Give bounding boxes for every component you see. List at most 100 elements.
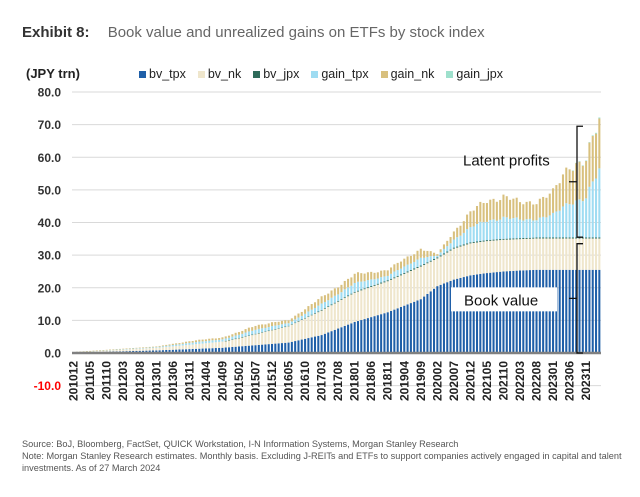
bar-segment-gain-tpx — [403, 266, 406, 273]
bar-segment-gain-nk — [555, 185, 558, 212]
exhibit-title: Book value and unrealized gains on ETFs … — [107, 24, 485, 41]
bar-segment-bv-nk — [492, 240, 495, 273]
bar-segment-bv-nk — [277, 328, 280, 344]
latent-profits-label: Latent profits — [463, 153, 550, 170]
bar-segment-gain-tpx — [555, 211, 558, 238]
bar-segment-gain-nk — [300, 311, 303, 316]
bar-segment-bv-jpx — [442, 253, 445, 255]
bar-segment-gain-nk — [548, 193, 551, 216]
bar-segment-bv-tpx — [175, 349, 178, 353]
bar-segment-gain-nk — [452, 231, 455, 240]
bar-segment-bv-tpx — [214, 348, 217, 353]
bar-segment-gain-nk — [327, 293, 330, 301]
bar-segment-bv-tpx — [277, 343, 280, 353]
bar-segment-bv-jpx — [515, 238, 518, 240]
bar-segment-gain-nk — [280, 320, 283, 325]
bar-segment-bv-nk — [363, 289, 366, 320]
bar-segment-gain-nk — [102, 350, 105, 351]
bar-segment-bv-tpx — [158, 350, 161, 353]
bar-segment-bv-nk — [247, 335, 250, 346]
bar-segment-bv-nk — [578, 238, 581, 270]
bar-segment-bv-nk — [297, 321, 300, 341]
bar-segment-gain-tpx — [393, 271, 396, 278]
bar-segment-gain-tpx — [244, 332, 247, 337]
bar-segment-bv-nk — [386, 281, 389, 313]
bar-segment-gain-tpx — [280, 324, 283, 328]
bar-segment-gain-nk — [228, 335, 231, 338]
bar-segment-bv-nk — [267, 330, 270, 345]
bar-segment-gain-tpx — [396, 270, 399, 276]
bar-segment-bv-tpx — [512, 270, 515, 353]
bar-segment-bv-tpx — [254, 345, 257, 353]
bar-segment-gain-nk — [532, 204, 535, 221]
bar-segment-gain-nk — [85, 351, 88, 352]
bar-segment-bv-tpx — [436, 286, 439, 353]
bar-segment-bv-tpx — [442, 283, 445, 353]
bar-segment-gain-nk — [578, 161, 581, 200]
y-tick-label: 70.0 — [38, 118, 62, 132]
bar-segment-bv-nk — [320, 310, 323, 336]
bar-segment-gain-nk — [360, 273, 363, 282]
bar-segment-bv-nk — [509, 239, 512, 272]
bar-segment-bv-nk — [330, 305, 333, 332]
bar-segment-bv-nk — [151, 347, 155, 351]
bar-segment-bv-tpx — [472, 274, 475, 353]
bar-segment-gain-nk — [274, 321, 277, 326]
bar-segment-bv-nk — [287, 326, 290, 343]
x-tick-label: 201806 — [364, 361, 378, 401]
bar-segment-bv-nk — [340, 299, 343, 328]
bar-segment-gain-nk — [294, 315, 297, 320]
bar-segment-gain-nk — [290, 318, 293, 322]
bar-segment-bv-nk — [118, 349, 121, 352]
bar-segment-gain-nk — [231, 334, 234, 337]
bar-segment-gain-nk — [512, 198, 515, 219]
bar-segment-gain-nk — [472, 210, 475, 227]
bar-segment-gain-nk — [419, 248, 422, 258]
bar-segment-bv-tpx — [218, 347, 221, 353]
bar-segment-bv-jpx — [565, 237, 568, 239]
bar-segment-gain-tpx — [237, 334, 240, 338]
bar-segment-gain-nk — [495, 201, 498, 221]
bar-segment-gain-tpx — [168, 345, 171, 347]
bar-segment-bv-nk — [552, 238, 555, 270]
bar-segment-bv-nk — [485, 241, 488, 274]
bar-segment-bv-nk — [499, 240, 502, 272]
bar-segment-bv-jpx — [462, 244, 465, 246]
bar-segment-gain-tpx — [158, 346, 161, 348]
bar-segment-bv-jpx — [538, 237, 541, 239]
bar-segment-bv-nk — [505, 239, 508, 272]
bar-segment-bv-nk — [274, 329, 277, 344]
bar-segment-gain-nk — [118, 348, 121, 350]
bar-segment-bv-nk — [171, 346, 174, 350]
bar-segment-gain-tpx — [194, 342, 198, 345]
bar-segment-bv-jpx — [571, 237, 574, 239]
bar-segment-gain-nk — [171, 343, 174, 345]
bar-segment-gain-tpx — [138, 348, 141, 349]
bar-segment-gain-tpx — [214, 340, 217, 343]
bar-segment-gain-tpx — [446, 246, 449, 252]
bar-segment-bv-jpx — [588, 237, 591, 239]
bar-segment-bv-jpx — [475, 241, 479, 243]
bar-segment-gain-tpx — [125, 348, 128, 350]
bar-segment-gain-nk — [535, 204, 538, 221]
bar-segment-bv-nk — [495, 240, 498, 273]
bar-segment-gain-tpx — [380, 277, 383, 283]
bar-segment-gain-tpx — [287, 323, 290, 326]
bar-segment-bv-jpx — [350, 293, 353, 295]
bar-segment-gain-tpx — [347, 287, 350, 296]
bar-segment-bv-jpx — [317, 311, 320, 313]
bar-segment-gain-tpx — [456, 237, 459, 247]
bar-segment-bv-nk — [102, 350, 105, 352]
bar-segment-bv-nk — [353, 292, 356, 322]
bar-segment-gain-nk — [522, 204, 525, 221]
bar-segment-bv-nk — [475, 242, 479, 275]
x-tick-label: 201512 — [265, 361, 279, 401]
bar-segment-bv-jpx — [413, 268, 416, 270]
bar-segment-bv-jpx — [254, 333, 257, 335]
bar-segment-bv-tpx — [525, 270, 528, 353]
x-tick-label: 201203 — [116, 361, 130, 401]
bar-segment-bv-tpx — [578, 269, 581, 353]
bar-segment-bv-tpx — [161, 350, 164, 353]
bar-segment-bv-nk — [565, 238, 568, 270]
bar-segment-bv-tpx — [515, 270, 518, 353]
